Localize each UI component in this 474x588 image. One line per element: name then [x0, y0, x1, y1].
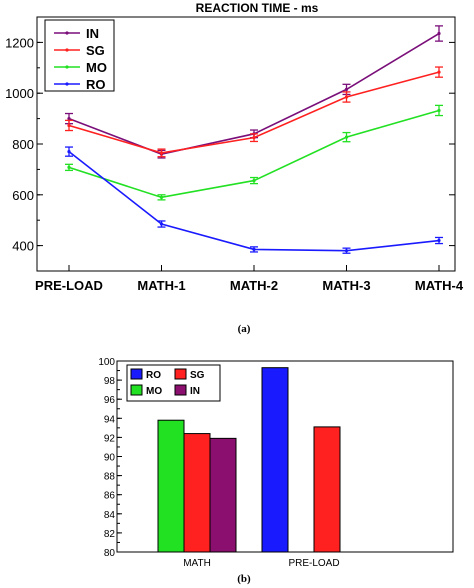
legend-marker — [65, 31, 69, 35]
data-point — [344, 95, 349, 99]
x-tick-label: MATH-4 — [415, 278, 464, 293]
legend-marker — [65, 82, 69, 86]
series-line — [68, 150, 440, 252]
y-tick-label: 98 — [104, 376, 116, 387]
x-tick-label: MATH — [183, 558, 211, 569]
x-tick-label: PRE-LOAD — [288, 558, 339, 569]
legend-label: RO — [146, 370, 161, 381]
data-point — [437, 108, 441, 113]
series-line — [68, 109, 440, 199]
x-tick-label: MATH-1 — [137, 278, 185, 293]
x-axis: MATH PRE-LOAD — [183, 558, 339, 569]
data-point — [437, 31, 441, 36]
y-axis: 80 82 84 86 88 90 92 94 96 98 100 — [98, 357, 122, 559]
legend: RO SG MO IN — [126, 364, 221, 402]
legend-label: MO — [146, 386, 162, 397]
series-SG — [65, 66, 443, 158]
y-tick-label: 90 — [104, 453, 116, 464]
y-tick-label: 86 — [104, 491, 116, 502]
legend-box — [44, 19, 115, 92]
data-point — [344, 135, 349, 139]
chart-title: REACTION TIME - ms — [196, 1, 319, 15]
x-tick-label: MATH-3 — [322, 278, 370, 293]
y-tick-label: 1200 — [5, 35, 34, 50]
y-tick-label: 88 — [104, 472, 116, 483]
bars-group — [157, 367, 341, 553]
legend: IN SG MO RO — [44, 19, 115, 92]
y-tick-label: 84 — [104, 510, 116, 521]
bar-MO-math — [157, 419, 185, 553]
caption-a: (a) — [238, 323, 251, 335]
legend-label: IN — [86, 26, 99, 41]
y-tick-label: 800 — [12, 137, 34, 152]
caption-b: (b) — [237, 573, 251, 585]
data-point — [252, 247, 256, 252]
bar-SG-math — [183, 433, 211, 553]
legend-label: RO — [86, 77, 106, 92]
y-tick-label: 82 — [104, 529, 116, 540]
data-point — [67, 150, 71, 154]
legend-swatch — [130, 368, 143, 380]
legend-swatch — [130, 384, 143, 396]
data-point — [159, 151, 164, 155]
data-point — [437, 70, 441, 74]
legend-label: SG — [86, 43, 105, 58]
reaction-time-line-chart: REACTION TIME - ms 400 600 800 1000 1200 PRE… — [5, 1, 464, 335]
legend-swatch — [174, 384, 187, 396]
x-axis: PRE-LOAD MATH-1 MATH-2 MATH-3 MATH-4 — [35, 265, 464, 293]
data-point — [344, 87, 349, 91]
legend-label: MO — [86, 60, 107, 75]
legend-swatch — [174, 368, 187, 380]
y-axis: 400 600 800 1000 1200 — [5, 16, 455, 272]
data-point — [252, 136, 256, 140]
y-tick-label: 400 — [12, 239, 34, 254]
data-point — [67, 123, 71, 128]
legend-marker — [65, 48, 69, 52]
legend-label: SG — [190, 370, 205, 381]
series-group — [65, 25, 443, 254]
bar-SG-pre-load — [313, 426, 341, 553]
data-point — [67, 165, 71, 169]
x-tick-label: MATH-2 — [230, 278, 278, 293]
y-tick-label: 92 — [104, 433, 116, 444]
legend-label: IN — [190, 386, 200, 397]
bar-IN-math — [209, 437, 237, 553]
y-tick-label: 100 — [98, 357, 115, 368]
data-point — [159, 195, 164, 199]
y-tick-label: 96 — [104, 395, 116, 406]
series-RO — [65, 146, 443, 254]
y-tick-label: 94 — [104, 414, 116, 425]
percentage-bar-chart: 80 82 84 86 88 90 92 94 96 98 100 MATH PRE-LOAD RO S… — [98, 357, 454, 585]
series-MO — [65, 104, 443, 201]
x-tick-label: PRE-LOAD — [35, 278, 103, 293]
legend-marker — [65, 65, 69, 69]
data-point — [344, 249, 349, 253]
data-point — [252, 178, 256, 183]
data-point — [437, 238, 441, 243]
y-tick-label: 600 — [12, 188, 34, 203]
bar-RO-pre-load — [261, 367, 289, 553]
y-tick-label: 1000 — [5, 86, 34, 101]
data-point — [67, 117, 71, 121]
data-point — [159, 222, 164, 226]
y-tick-label: 80 — [104, 548, 116, 559]
